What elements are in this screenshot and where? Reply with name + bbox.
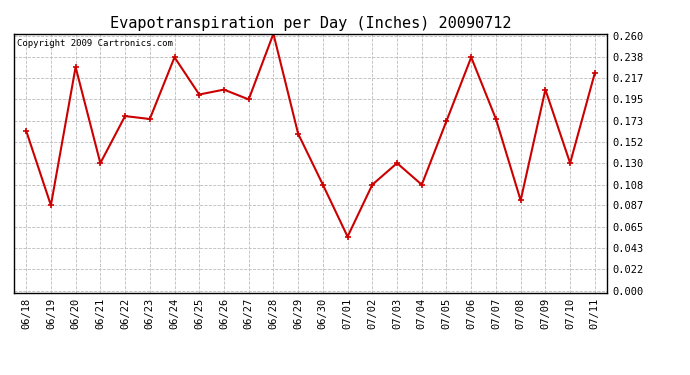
Title: Evapotranspiration per Day (Inches) 20090712: Evapotranspiration per Day (Inches) 2009… (110, 16, 511, 31)
Text: Copyright 2009 Cartronics.com: Copyright 2009 Cartronics.com (17, 39, 172, 48)
